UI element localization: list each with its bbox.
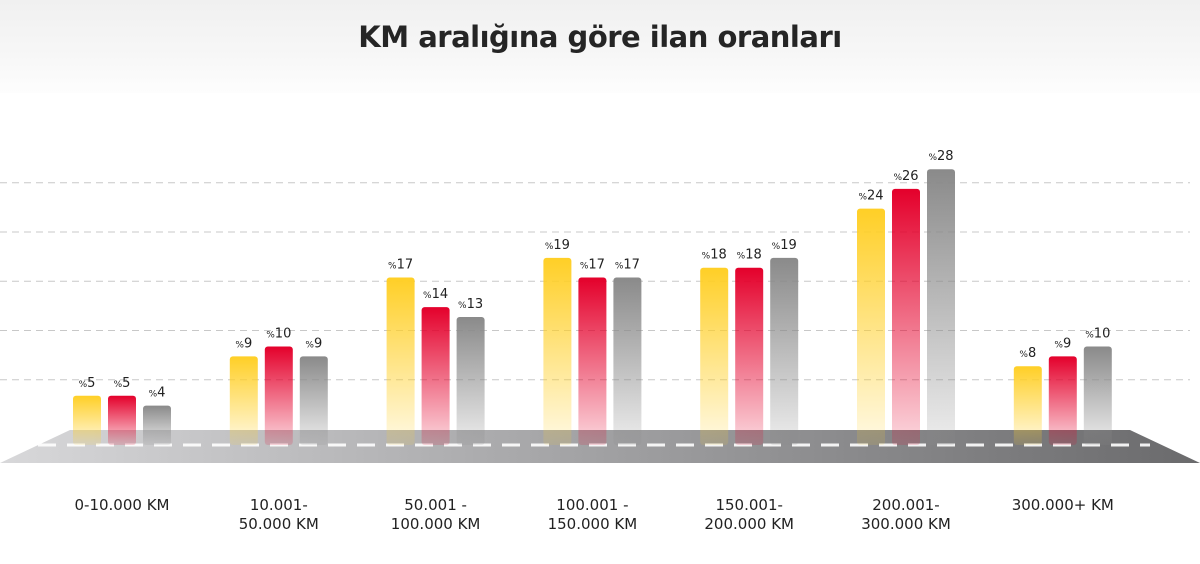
x-tick-label: 200.001- 300.000 KM [861, 496, 951, 533]
bar-value-label: %19 [545, 238, 570, 253]
x-tick-label: 0-10.000 KM [74, 496, 170, 514]
bar [613, 277, 642, 445]
bar [1013, 366, 1042, 445]
bar [892, 188, 920, 445]
bar-value-label: %17 [615, 258, 640, 273]
x-tick-label: 300.000+ KM [1011, 496, 1114, 514]
x-tick-label: 150.001- 200.000 KM [704, 496, 794, 533]
bar [108, 395, 136, 445]
bar-value-label: %10 [266, 327, 291, 342]
bar [143, 405, 171, 445]
bar-value-label: %18 [702, 248, 727, 263]
bar-value-label: %8 [1019, 346, 1036, 361]
bar [456, 316, 485, 445]
bar [700, 267, 729, 445]
bar [927, 169, 955, 445]
bar-value-label: %5 [79, 376, 96, 391]
bar [386, 277, 415, 445]
bar-value-label: %9 [305, 336, 322, 351]
bar [770, 257, 799, 445]
bar-value-label: %9 [1054, 336, 1071, 351]
bar-value-label: %18 [737, 248, 762, 263]
title-banner [0, 0, 1200, 93]
bar-value-label: %9 [235, 336, 252, 351]
chart-title: KM aralığına göre ilan oranları [358, 20, 842, 54]
bar-value-label: %13 [458, 297, 483, 312]
bar [421, 307, 450, 445]
bar-value-label: %17 [388, 258, 413, 273]
x-tick-label: 100.001 - 150.000 KM [547, 496, 638, 533]
bar-value-label: %28 [928, 149, 953, 164]
bar-value-label: %10 [1085, 327, 1110, 342]
bar-value-label: %26 [893, 169, 918, 184]
bar-value-label: %5 [114, 376, 131, 391]
bar [1083, 346, 1112, 445]
bar-value-label: %19 [772, 238, 797, 253]
bar [578, 277, 607, 445]
bar-value-label: %14 [423, 287, 448, 302]
bar [73, 395, 101, 445]
bar [735, 267, 764, 445]
bar [264, 346, 293, 445]
x-tick-label: 10.001- 50.000 KM [238, 496, 319, 533]
bar-value-label: %17 [580, 258, 605, 273]
bar-value-label: %4 [149, 386, 166, 401]
x-tick-label: 50.001 - 100.000 KM [390, 496, 481, 533]
bar [543, 257, 572, 445]
bar [229, 356, 258, 445]
bar [299, 356, 328, 445]
bar [1048, 356, 1077, 445]
bar-value-label: %24 [858, 189, 883, 204]
bar [857, 208, 885, 445]
